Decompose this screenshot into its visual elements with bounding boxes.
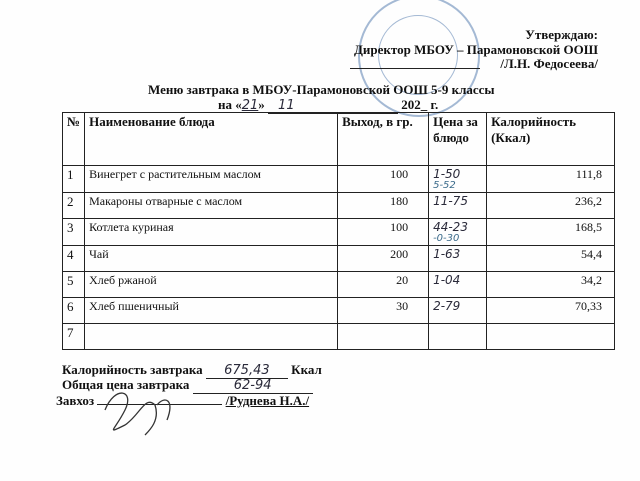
dish-yield: 200: [337, 245, 430, 272]
price-value: 1-04: [433, 273, 461, 287]
dish-name: [84, 323, 339, 350]
dish-calories: 34,2: [486, 271, 615, 298]
dish-calories: 236,2: [486, 192, 615, 219]
dish-yield: 20: [337, 271, 430, 298]
dish-price: 44-23 -0-30: [428, 218, 488, 246]
row-number: 3: [61, 218, 86, 246]
school-stamp-inner: [378, 15, 458, 95]
dish-price: 1-04: [428, 271, 488, 298]
row-number: 4: [61, 245, 86, 272]
price-value: 44-23: [433, 220, 468, 234]
manager-signature: Завхоз /Руднева Н.А./: [56, 393, 310, 408]
dish-yield: 30: [337, 297, 430, 324]
menu-date: на «21» 11 202_ г.: [218, 97, 439, 114]
table-row: 6 Хлеб пшеничный 30 2-79 70,33: [61, 297, 615, 324]
dish-price: 11-75: [428, 192, 488, 219]
signature-line: [97, 404, 223, 405]
row-number: 1: [61, 165, 86, 193]
table-row: 7: [61, 323, 615, 350]
dish-calories: 111,8: [486, 165, 615, 193]
dish-yield: 100: [337, 165, 430, 193]
handwritten-signature: [104, 392, 171, 436]
dish-yield: 100: [337, 218, 430, 246]
approval-name: /Л.Н. Федосеева/: [500, 56, 598, 71]
price-correction: 5-52: [433, 180, 456, 191]
dish-yield: [337, 323, 430, 350]
row-number: 2: [61, 192, 86, 219]
header-number: №: [61, 112, 86, 166]
date-day: 21: [241, 98, 259, 113]
table-row: 3 Котлета куриная 100 44-23 -0-30 168,5: [61, 218, 615, 246]
calories-value: 675,43: [205, 363, 288, 379]
row-number: 5: [61, 271, 86, 298]
price-value: 62-94: [192, 378, 313, 394]
dish-price: [428, 323, 488, 350]
menu-table: № Наименование блюда Выход, в гр. Цена з…: [61, 112, 615, 350]
price-total: Общая цена завтрака 62-94: [62, 377, 313, 394]
dish-name: Хлеб пшеничный: [84, 297, 339, 324]
dish-price: 2-79: [428, 297, 488, 324]
header-calories: Калорийность (Ккал): [486, 112, 615, 166]
table-row: 5 Хлеб ржаной 20 1-04 34,2: [61, 271, 615, 298]
dish-price: 1-50 5-52: [428, 165, 488, 193]
dish-name: Винегрет с растительным маслом: [84, 165, 339, 193]
approval-position: Директор МБОУ – Парамоновской ООШ: [353, 42, 598, 57]
header-yield: Выход, в гр.: [337, 112, 430, 166]
dish-name: Макароны отварные с маслом: [84, 192, 339, 219]
table-row: 1 Винегрет с растительным маслом 100 1-5…: [61, 165, 615, 193]
dish-name: Хлеб ржаной: [84, 271, 339, 298]
dish-name: Котлета куриная: [84, 218, 339, 246]
table-row: 2 Макароны отварные с маслом 180 11-75 2…: [61, 192, 615, 219]
approval-title: Утверждаю:: [525, 27, 598, 42]
dish-calories: [486, 323, 615, 350]
row-number: 6: [61, 297, 86, 324]
price-correction: -0-30: [433, 233, 460, 244]
dish-calories: 70,33: [486, 297, 615, 324]
table-row: 4 Чай 200 1-63 54,4: [61, 245, 615, 272]
dish-calories: 168,5: [486, 218, 615, 246]
page-title: Меню завтрака в МБОУ-Парамоновской ООШ 5…: [148, 82, 495, 97]
row-number: 7: [61, 323, 86, 350]
dish-yield: 180: [337, 192, 430, 219]
price-value: 1-63: [433, 247, 461, 261]
signature-line: [350, 68, 480, 69]
header-price: Цена за блюдо: [428, 112, 488, 166]
price-value: 11-75: [433, 194, 468, 208]
header-dish: Наименование блюда: [84, 112, 339, 166]
dish-calories: 54,4: [486, 245, 615, 272]
calories-total: Калорийность завтрака 675,43 Ккал: [62, 362, 322, 379]
price-value: 2-79: [433, 299, 461, 313]
dish-price: 1-63: [428, 245, 488, 272]
dish-name: Чай: [84, 245, 339, 272]
price-value: 1-50: [433, 167, 461, 181]
